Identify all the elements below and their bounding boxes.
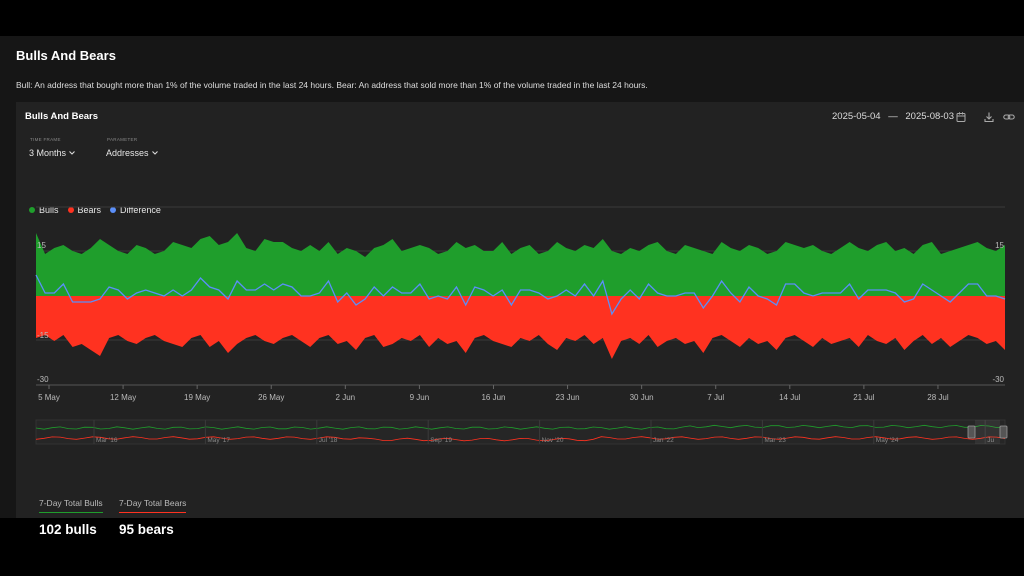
stat-bulls-label: 7-Day Total Bulls (39, 498, 103, 513)
timeframe-label: TIME FRAME (30, 137, 61, 142)
chart-card: Bulls And Bears 2025-05-04 — 2025-08-03 … (16, 102, 1024, 537)
legend-bears[interactable]: Bears (67, 205, 102, 215)
x-tick-label: 23 Jun (556, 393, 580, 402)
navigator-label: May '17 (207, 437, 230, 444)
x-tick-label: 14 Jul (779, 393, 801, 402)
page: Bulls And Bears Bull: An address that bo… (0, 36, 1024, 537)
timeframe-value: 3 Months (29, 148, 67, 158)
x-tick-label: 9 Jun (410, 393, 430, 402)
date-end: 2025-08-03 (905, 111, 954, 122)
navigator-label: Jul '18 (319, 437, 338, 444)
legend-label-bulls: Bulls (39, 205, 59, 215)
stat-bears: 7-Day Total Bears 95 bears (119, 498, 187, 537)
navigator-label: Sep '19 (430, 437, 452, 444)
x-tick-label: 28 Jul (927, 393, 949, 402)
legend-difference[interactable]: Difference (110, 205, 161, 215)
x-tick-label: 12 May (110, 393, 136, 402)
bears-area (36, 296, 1005, 359)
section-description: Bull: An address that bought more than 1… (16, 80, 648, 90)
x-tick-label: 21 Jul (853, 393, 875, 402)
date-separator: — (888, 111, 898, 122)
section-title: Bulls And Bears (16, 48, 116, 63)
chevron-down-icon (151, 151, 158, 155)
chart-legend: Bulls Bears Difference (29, 205, 161, 215)
navigator-handle-left[interactable] (967, 425, 976, 439)
x-tick-label: 26 May (258, 393, 284, 402)
navigator-handle-right[interactable] (999, 425, 1008, 439)
date-start: 2025-05-04 (832, 111, 881, 122)
legend-dot-difference (110, 207, 117, 213)
stat-bears-label: 7-Day Total Bears (119, 498, 187, 513)
parameter-value: Addresses (106, 148, 149, 158)
stat-bulls-value: 102 bulls (39, 522, 97, 537)
navigator-label: Mar '16 (96, 437, 118, 444)
navigator-bulls-line (35, 424, 1006, 430)
x-tick-label: 2 Jun (336, 393, 356, 402)
calendar-icon[interactable] (954, 110, 968, 124)
x-tick-label: 5 May (38, 393, 60, 402)
bulls-area (36, 233, 1005, 296)
timeframe-select[interactable]: 3 Months (29, 148, 76, 158)
difference-line (35, 274, 1006, 316)
navigator-bears-line (35, 436, 1006, 442)
y-tick-left: -15 (37, 331, 49, 340)
navigator-background (35, 419, 1006, 445)
navigator-label: May '24 (876, 437, 899, 444)
download-icon[interactable] (982, 110, 996, 124)
bulls-bears-chart[interactable]: 15 -15 -30 15 -30 5 May 12 May 19 May 26 May 2 Ju… (16, 102, 1024, 492)
stat-bulls: 7-Day Total Bulls 102 bulls (39, 498, 103, 537)
date-range[interactable]: 2025-05-04 — 2025-08-03 (832, 111, 954, 122)
y-tick-right: 15 (995, 241, 1004, 250)
card-title: Bulls And Bears (25, 111, 99, 122)
legend-dot-bulls (29, 207, 35, 213)
legend-label-bears: Bears (77, 205, 102, 215)
chevron-down-icon (69, 151, 75, 155)
navigator-label: Nov '20 (542, 437, 564, 444)
y-tick-left: -30 (37, 375, 49, 384)
x-tick-label: 16 Jun (481, 393, 505, 402)
parameter-label: PARAMETER (107, 137, 138, 142)
navigator-label: Mar '23 (764, 437, 786, 444)
x-tick-label: 19 May (184, 393, 210, 402)
legend-bulls[interactable]: Bulls (29, 205, 59, 215)
navigator-selection (975, 420, 1000, 444)
navigator-label: Ju (987, 437, 994, 444)
y-tick-right: -30 (992, 375, 1004, 384)
x-tick-label: 7 Jul (707, 393, 724, 402)
y-tick-left: 15 (37, 241, 46, 250)
navigator-label: Jan '22 (653, 437, 674, 444)
legend-dot-bears (67, 207, 74, 213)
link-icon[interactable] (1002, 110, 1016, 124)
legend-label-difference: Difference (120, 205, 161, 215)
parameter-select[interactable]: Addresses (106, 148, 159, 158)
stat-bears-value: 95 bears (119, 522, 174, 537)
x-tick-label: 30 Jun (630, 393, 654, 402)
